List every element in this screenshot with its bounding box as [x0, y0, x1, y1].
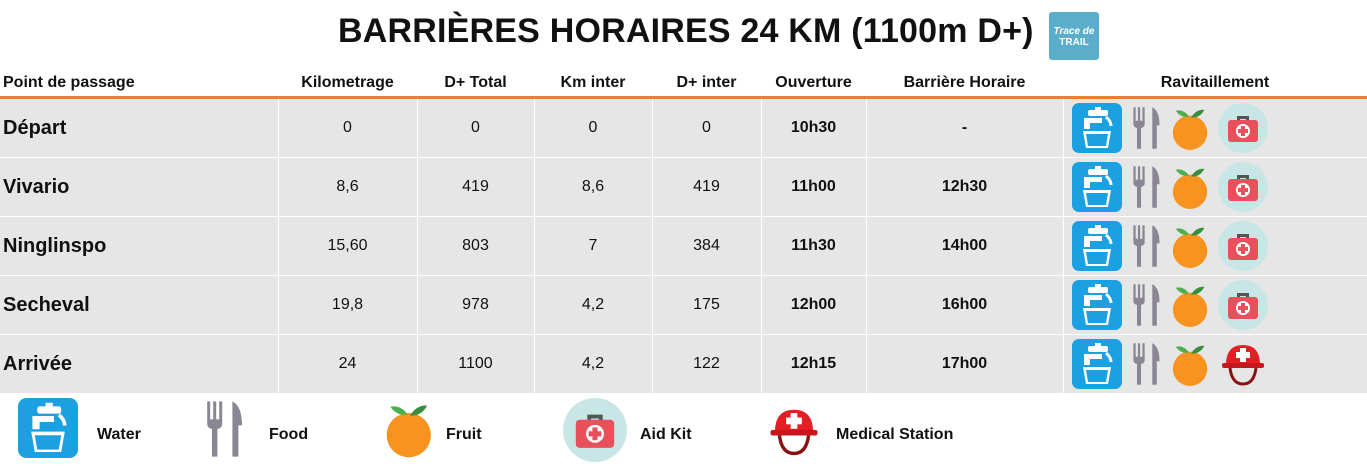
- point-name: Arrivée: [0, 334, 279, 394]
- table-row: Arrivée 24 1100 4,2 122 12h15 17h00: [0, 334, 1367, 394]
- dplus-total-cell: 803: [417, 216, 535, 276]
- legend-fruit: [383, 398, 437, 464]
- barrier-time-cell: 16h00: [866, 275, 1064, 335]
- kilometrage-cell: 0: [278, 97, 418, 158]
- ravitaillement-cell: [1063, 97, 1367, 158]
- column-header-ouverture: Ouverture: [761, 70, 866, 99]
- point-name: Vivario: [0, 157, 279, 217]
- table-header-row: Point de passage Kilometrage D+ Total Km…: [0, 70, 1367, 99]
- food-icon: [1128, 280, 1164, 330]
- km-inter-cell: 7: [534, 216, 653, 276]
- fruit-icon: [1170, 222, 1212, 270]
- aid-kit-icon: [1218, 221, 1268, 271]
- legend: Water Food Fruit Aid Kit Medical Station: [0, 390, 1367, 472]
- food-icon: [1128, 221, 1164, 271]
- table-row: Départ 0 0 0 0 10h30-: [0, 97, 1367, 158]
- water-icon: [1072, 221, 1122, 271]
- barrier-time-cell: 12h30: [866, 157, 1064, 217]
- column-header-ravitaillement: Ravitaillement: [1063, 70, 1367, 99]
- dplus-inter-cell: 384: [652, 216, 762, 276]
- aid-kit-icon: [1218, 162, 1268, 212]
- column-header-dplus-total: D+ Total: [417, 70, 534, 99]
- km-inter-cell: 4,2: [534, 275, 653, 335]
- opening-time-cell: 11h00: [761, 157, 867, 217]
- table-row: Vivario 8,6 419 8,6 419 11h00 12h30: [0, 157, 1367, 217]
- kilometrage-cell: 8,6: [278, 157, 418, 217]
- dplus-total-cell: 0: [417, 97, 535, 158]
- kilometrage-cell: 24: [278, 334, 418, 394]
- kilometrage-cell: 15,60: [278, 216, 418, 276]
- aid-kit-icon: [563, 398, 627, 462]
- fruit-icon: [1170, 281, 1212, 329]
- column-header-kilometrage: Kilometrage: [278, 70, 417, 99]
- dplus-inter-cell: 175: [652, 275, 762, 335]
- legend-medical-station-label: Medical Station: [836, 426, 954, 443]
- aid-kit-icon: [1218, 280, 1268, 330]
- food-icon: [1128, 162, 1164, 212]
- column-header-point: Point de passage: [0, 70, 278, 99]
- km-inter-cell: 4,2: [534, 334, 653, 394]
- schedule-table: Point de passage Kilometrage D+ Total Km…: [0, 70, 1367, 394]
- food-icon: [1128, 103, 1164, 153]
- dplus-total-cell: 1100: [417, 334, 535, 394]
- barrier-time-cell: 14h00: [866, 216, 1064, 276]
- legend-food: [200, 398, 248, 464]
- water-icon: [18, 398, 78, 458]
- ravitaillement-cell: [1063, 334, 1367, 394]
- ravitaillement-cell: [1063, 216, 1367, 276]
- opening-time-cell: 11h30: [761, 216, 867, 276]
- point-name: Départ: [0, 97, 279, 158]
- food-icon: [1128, 339, 1164, 389]
- column-header-km-inter: Km inter: [534, 70, 652, 99]
- legend-medical-station: [766, 398, 822, 464]
- point-name: Secheval: [0, 275, 279, 335]
- km-inter-cell: 0: [534, 97, 653, 158]
- table-row: Secheval 19,8 978 4,2 175 12h00 16h00: [0, 275, 1367, 335]
- ravitaillement-cell: [1063, 157, 1367, 217]
- dplus-inter-cell: 419: [652, 157, 762, 217]
- fruit-icon: [383, 398, 437, 460]
- food-icon: [200, 398, 248, 460]
- barrier-time-cell: -: [866, 97, 1064, 158]
- dplus-total-cell: 419: [417, 157, 535, 217]
- legend-fruit-label: Fruit: [446, 426, 482, 443]
- legend-water-label: Water: [97, 426, 141, 443]
- medical-station-icon: [1218, 338, 1268, 390]
- dplus-inter-cell: 122: [652, 334, 762, 394]
- water-icon: [1072, 103, 1122, 153]
- page-title: BARRIÈRES HORAIRES 24 KM (1100m D+): [338, 12, 1034, 50]
- title-bar: BARRIÈRES HORAIRES 24 KM (1100m D+) Trac…: [0, 0, 1367, 66]
- legend-food-label: Food: [269, 426, 309, 443]
- water-icon: [1072, 339, 1122, 389]
- kilometrage-cell: 19,8: [278, 275, 418, 335]
- km-inter-cell: 8,6: [534, 157, 653, 217]
- water-icon: [1072, 162, 1122, 212]
- aid-kit-icon: [1218, 103, 1268, 153]
- logo-line1: Trace de: [1053, 26, 1095, 37]
- opening-time-cell: 10h30: [761, 97, 867, 158]
- barrier-time-cell: 17h00: [866, 334, 1064, 394]
- fruit-icon: [1170, 163, 1212, 211]
- dplus-inter-cell: 0: [652, 97, 762, 158]
- water-icon: [1072, 280, 1122, 330]
- medical-station-icon: [766, 398, 822, 464]
- opening-time-cell: 12h15: [761, 334, 867, 394]
- column-header-barriere: Barrière Horaire: [866, 70, 1063, 99]
- column-header-dplus-inter: D+ inter: [652, 70, 761, 99]
- dplus-total-cell: 978: [417, 275, 535, 335]
- logo-line2: TRAIL: [1059, 37, 1089, 48]
- fruit-icon: [1170, 104, 1212, 152]
- point-name: Ninglinspo: [0, 216, 279, 276]
- ravitaillement-cell: [1063, 275, 1367, 335]
- legend-aid-kit: [563, 398, 627, 464]
- opening-time-cell: 12h00: [761, 275, 867, 335]
- fruit-icon: [1170, 340, 1212, 388]
- trace-de-trail-logo: Trace de TRAIL: [1049, 12, 1099, 60]
- table-row: Ninglinspo 15,60 803 7 384 11h30 14h00: [0, 216, 1367, 276]
- legend-aid-kit-label: Aid Kit: [640, 426, 692, 443]
- legend-water: [18, 398, 78, 464]
